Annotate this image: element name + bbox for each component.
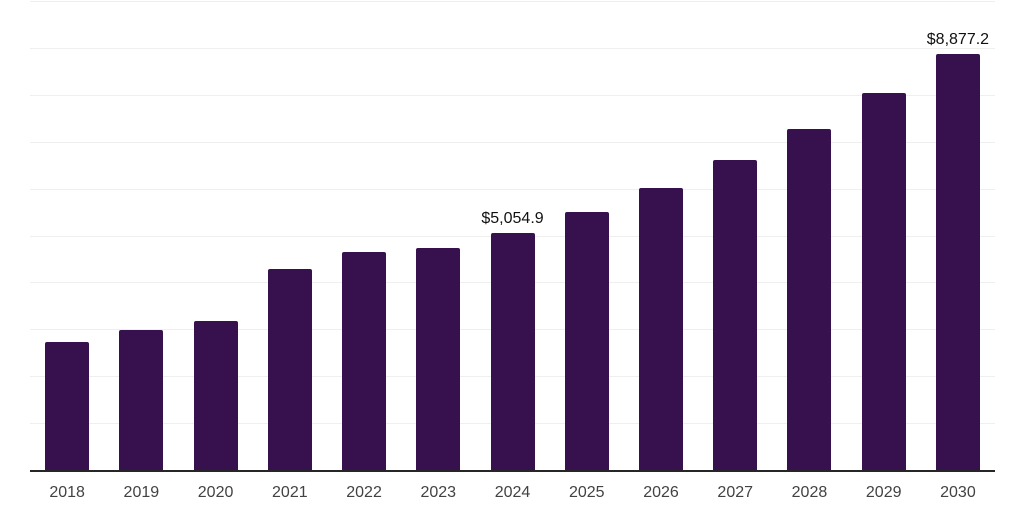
bar-2023 <box>416 247 461 470</box>
bar-slot-2030: $8,877.2 <box>921 1 995 470</box>
bar-2021 <box>267 269 312 470</box>
bar-slot-2020 <box>178 1 252 470</box>
bar-2020 <box>193 321 238 470</box>
bars-container: $5,054.9 $8,877.2 <box>30 1 995 470</box>
bar-2028 <box>787 129 832 470</box>
bar-2030 <box>935 53 980 470</box>
gridline-7000 <box>30 141 995 143</box>
bar-slot-2022 <box>327 1 401 470</box>
bar-slot-2026 <box>624 1 698 470</box>
x-tick-label-2021: 2021 <box>272 484 308 501</box>
bar-2024 <box>490 232 535 470</box>
gridline-9000 <box>30 47 995 49</box>
bar-slot-2018 <box>30 1 104 470</box>
x-tick-label-2028: 2028 <box>791 484 828 501</box>
x-tick-label-2022: 2022 <box>346 484 382 501</box>
bar-2027 <box>713 160 758 470</box>
bar-slot-2024: $5,054.9 <box>475 1 549 470</box>
bar-slot-2028 <box>772 1 846 470</box>
x-tick-label-2027: 2027 <box>717 484 754 501</box>
bar-slot-2023 <box>401 1 475 470</box>
bar-slot-2021 <box>253 1 327 470</box>
x-tick-label-2020: 2020 <box>197 484 234 501</box>
bar-slot-2029 <box>847 1 921 470</box>
bar-value-label-2024: $5,054.9 <box>481 209 544 227</box>
x-tick-label-2026: 2026 <box>643 484 679 501</box>
bar-slot-2025 <box>550 1 624 470</box>
x-tick-label-2019: 2019 <box>123 484 160 501</box>
x-tick-label-2024: 2024 <box>494 484 531 501</box>
gridline-8000 <box>30 94 995 96</box>
x-axis: 2018 2019 2020 2021 2022 2023 2024 2025 2026 2027… <box>30 472 995 501</box>
bar-value-label-2030: $8,877.2 <box>926 30 990 48</box>
bar-2019 <box>119 330 164 470</box>
gridline-6000 <box>30 188 995 190</box>
bar-2025 <box>564 211 609 470</box>
bar-2029 <box>861 93 906 470</box>
gridline-10000 <box>30 1 995 2</box>
plot-area: $5,054.9 $8,877.2 <box>30 1 995 472</box>
x-tick-label-2029: 2029 <box>865 484 902 501</box>
bar-2022 <box>342 251 387 470</box>
x-tick-label-2025: 2025 <box>568 484 605 501</box>
x-tick-label-2030: 2030 <box>940 484 976 501</box>
x-tick-label-2023: 2023 <box>420 484 457 501</box>
bar-2018 <box>45 342 90 470</box>
bar-2026 <box>638 188 683 470</box>
bar-slot-2019 <box>104 1 178 470</box>
x-tick-label-2018: 2018 <box>49 484 85 501</box>
bar-slot-2027 <box>698 1 772 470</box>
